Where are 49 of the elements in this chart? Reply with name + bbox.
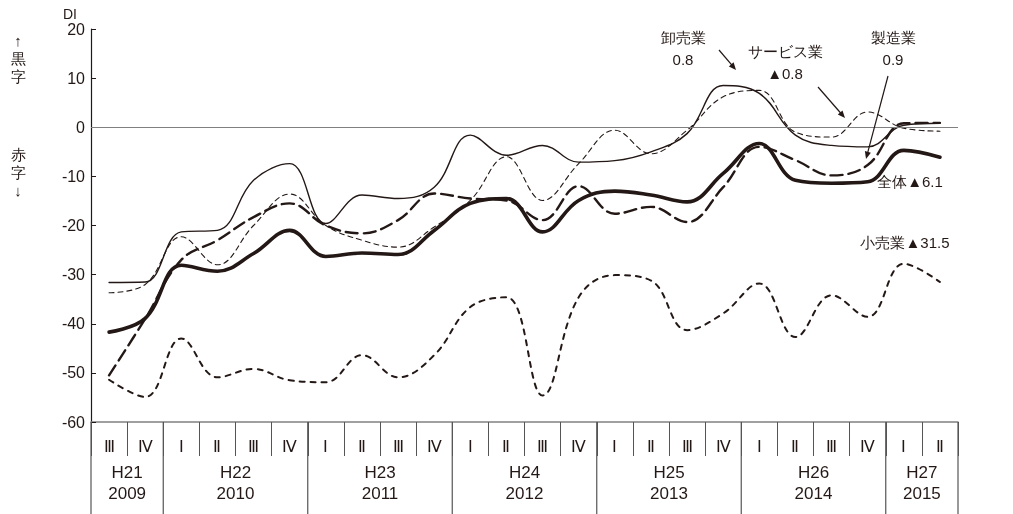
x-tick-label: Ⅰ	[612, 437, 618, 455]
text: ↑黒字	[10, 31, 26, 85]
x-tick-label: Ⅱ	[935, 437, 944, 455]
x-tick-label: Ⅰ	[756, 437, 762, 455]
x-tick-label: Ⅲ	[826, 437, 838, 455]
x-tick-label: Ⅲ	[681, 437, 693, 455]
x-tick-label: Ⅱ	[646, 437, 655, 455]
x-tick-label: Ⅳ	[715, 437, 731, 455]
x-tick-label: Ⅱ	[357, 437, 366, 455]
y-tick-label: -10	[61, 167, 86, 185]
x-tick-label: Ⅲ	[248, 437, 260, 455]
text: H25 2013	[650, 463, 688, 503]
x-tick-label: Ⅰ	[901, 437, 907, 455]
line-series	[108, 262, 941, 398]
x-tick-label: Ⅱ	[502, 437, 511, 455]
annotation: 卸売業 0.8	[660, 28, 706, 68]
text: H27 2015	[902, 463, 941, 503]
y-tick-label: -20	[61, 217, 86, 234]
x-tick-label: Ⅲ	[103, 437, 115, 455]
text: 赤字↓	[10, 145, 26, 199]
x-tick-label: Ⅳ	[571, 437, 587, 455]
annotation: 小売業▲31.5	[860, 233, 950, 251]
x-tick-label: Ⅱ	[791, 437, 800, 455]
x-tick-label: Ⅳ	[426, 437, 442, 455]
y-tick-label: 10	[67, 69, 86, 87]
y-tick-label: -40	[61, 315, 86, 333]
y-tick-label: -50	[61, 364, 86, 382]
x-tick-label: Ⅰ	[178, 437, 184, 455]
annotation: サービス業 ▲0.8	[747, 42, 823, 82]
y-tick-label: 0	[76, 118, 86, 136]
y-tick-label: -30	[61, 266, 86, 284]
x-tick-label: Ⅳ	[282, 437, 298, 455]
y-tick-label: 20	[67, 20, 86, 38]
y-tick-label: -60	[61, 413, 86, 431]
annotation: 製造業 0.9	[870, 28, 916, 68]
x-tick-label: Ⅲ	[392, 437, 404, 455]
text: H22 2010	[216, 463, 255, 503]
x-tick-label: Ⅱ	[213, 437, 222, 455]
annotation: 全体▲6.1	[877, 172, 943, 190]
x-tick-label: Ⅲ	[537, 437, 549, 455]
x-tick-label: Ⅰ	[467, 437, 473, 455]
x-tick-label: Ⅳ	[860, 437, 876, 455]
text: H23 2011	[361, 463, 399, 503]
text: H26 2014	[794, 463, 833, 503]
text: H21 2009	[108, 463, 147, 503]
x-tick-label: Ⅰ	[323, 437, 329, 455]
x-tick-label: Ⅳ	[137, 437, 153, 455]
y-axis-title: DI	[63, 6, 77, 23]
text: H24 2012	[505, 463, 544, 503]
